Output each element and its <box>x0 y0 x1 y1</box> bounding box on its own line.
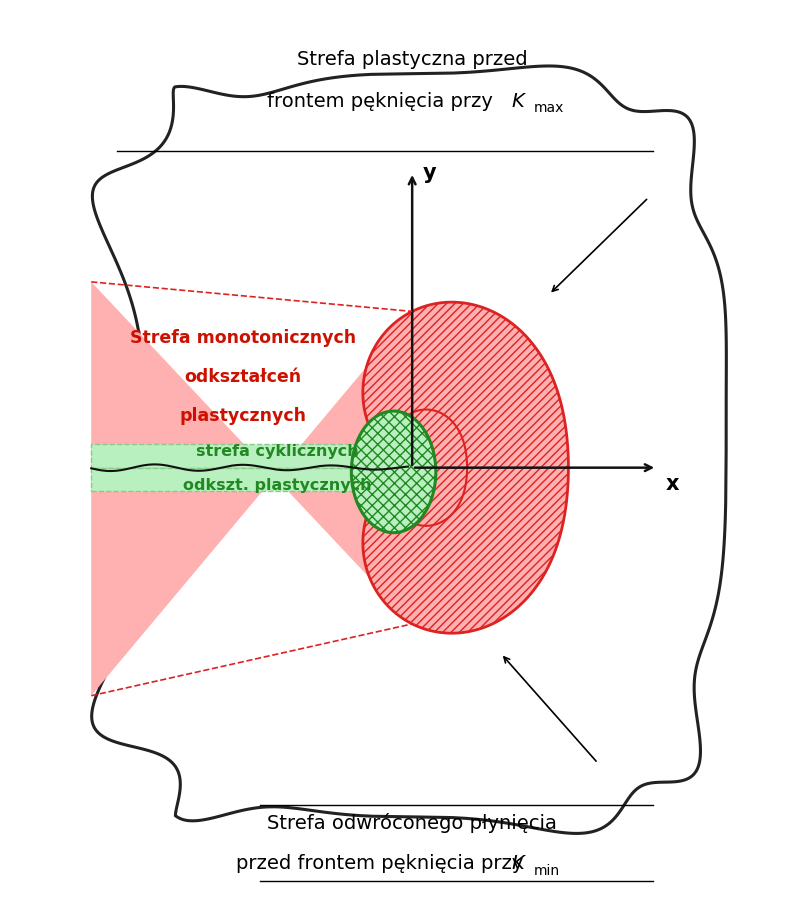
Polygon shape <box>92 67 726 834</box>
Text: strefa cyklicznych: strefa cyklicznych <box>196 444 359 459</box>
Text: odkszt. plastycznych: odkszt. plastycznych <box>183 477 372 493</box>
Text: plastycznych: plastycznych <box>180 407 307 425</box>
Polygon shape <box>91 445 423 468</box>
Text: x: x <box>666 474 679 494</box>
Text: odkształceń: odkształceń <box>185 368 302 386</box>
Polygon shape <box>91 468 423 492</box>
Text: Strefa odwróconego płynięcia: Strefa odwróconego płynięcia <box>267 813 557 833</box>
Polygon shape <box>363 302 568 633</box>
Ellipse shape <box>352 412 435 533</box>
Text: max: max <box>534 101 564 115</box>
Text: przed frontem pęknięcia przy: przed frontem pęknięcia przy <box>236 854 530 873</box>
Text: min: min <box>534 863 560 876</box>
Polygon shape <box>91 282 413 696</box>
Text: y: y <box>423 163 436 183</box>
Text: Strefa plastyczna przed: Strefa plastyczna przed <box>297 49 527 68</box>
Text: Strefa monotonicznych: Strefa monotonicznych <box>130 328 356 346</box>
Text: frontem pęknięcia przy: frontem pęknięcia przy <box>267 92 499 110</box>
Text: K: K <box>512 854 525 873</box>
Polygon shape <box>395 410 467 527</box>
Text: K: K <box>512 92 525 110</box>
